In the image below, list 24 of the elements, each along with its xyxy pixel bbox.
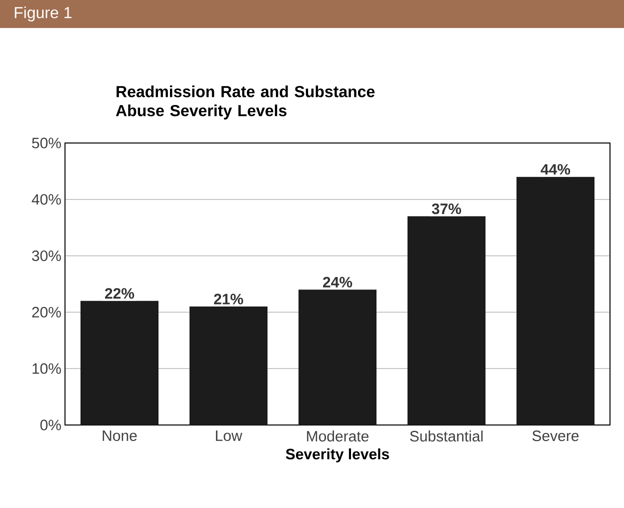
y-tick-label: 30% bbox=[32, 250, 61, 262]
y-tick-label: 0% bbox=[40, 420, 61, 430]
y-tick-label: 50% bbox=[32, 138, 61, 148]
bar bbox=[516, 176, 594, 425]
y-tick-label: 40% bbox=[32, 194, 61, 205]
x-tick-label: Severe bbox=[532, 430, 579, 442]
data-label: 24% bbox=[323, 276, 352, 288]
bar bbox=[80, 300, 159, 425]
bar bbox=[408, 216, 486, 425]
bar bbox=[190, 306, 268, 425]
x-axis-title: Severity levels bbox=[286, 448, 389, 462]
bar bbox=[298, 290, 376, 425]
x-tick-label: Substantial bbox=[410, 430, 483, 442]
y-tick-label: 20% bbox=[32, 306, 61, 318]
x-tick-label: None bbox=[102, 430, 137, 441]
x-tick-label: Low bbox=[216, 430, 242, 441]
data-label: 21% bbox=[214, 294, 244, 304]
data-label: 22% bbox=[105, 288, 134, 299]
caption: Figure 1 bbox=[14, 6, 72, 22]
chart-title: Readmission Rate and Substance Abuse Severity Levels bbox=[116, 86, 375, 120]
x-tick-label: Moderate bbox=[307, 430, 369, 442]
data-label: 37% bbox=[432, 203, 462, 214]
data-label: 44% bbox=[540, 164, 570, 175]
y-tick-label: 10% bbox=[32, 363, 61, 374]
